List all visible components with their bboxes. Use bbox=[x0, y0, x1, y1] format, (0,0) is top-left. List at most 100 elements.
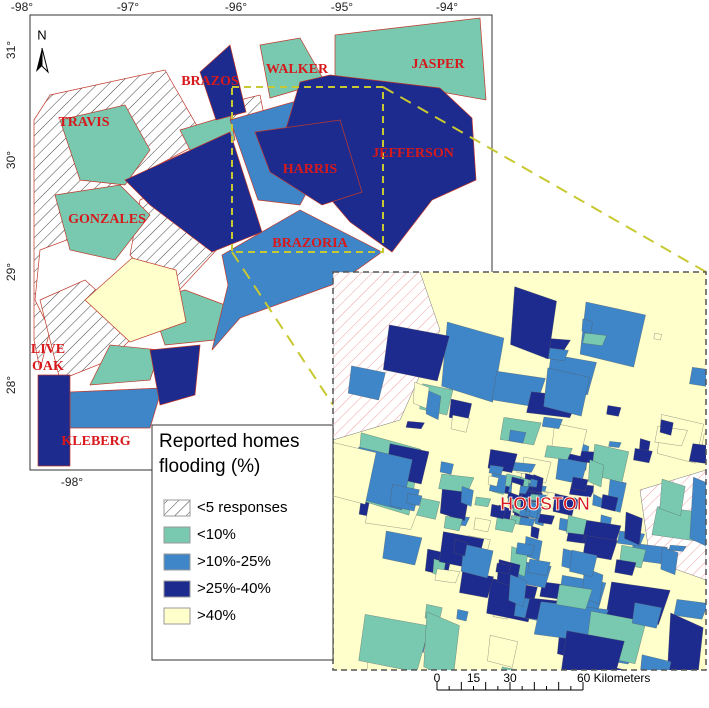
legend-label: <10% bbox=[197, 526, 236, 543]
legend-swatch bbox=[163, 607, 191, 625]
tract bbox=[456, 609, 469, 622]
tract bbox=[519, 517, 536, 527]
legend-title: Reported homes bbox=[159, 431, 299, 452]
tract bbox=[608, 441, 622, 448]
tract bbox=[537, 513, 555, 525]
tract bbox=[579, 301, 646, 368]
legend-swatch bbox=[163, 526, 191, 544]
tract bbox=[333, 442, 377, 505]
tract bbox=[588, 459, 604, 488]
tract bbox=[487, 635, 518, 668]
tract bbox=[566, 532, 586, 544]
county-label: OAK bbox=[32, 359, 64, 374]
scale-label: 60 Kilometers bbox=[577, 671, 650, 685]
latitude-label: 30° bbox=[4, 151, 18, 169]
county bbox=[254, 119, 363, 206]
tract bbox=[624, 511, 643, 546]
tract bbox=[508, 574, 527, 608]
tract bbox=[405, 421, 425, 430]
latitude-label: 29° bbox=[4, 263, 18, 281]
tract bbox=[383, 324, 450, 382]
tract bbox=[501, 666, 516, 670]
tract bbox=[688, 443, 706, 464]
longitude-label: -94° bbox=[436, 0, 458, 14]
tract bbox=[667, 612, 704, 670]
longitude-label: -98° bbox=[61, 475, 83, 489]
tract bbox=[582, 332, 607, 346]
zoom-line bbox=[231, 251, 334, 406]
county bbox=[69, 387, 163, 429]
tract bbox=[561, 630, 625, 670]
tract bbox=[529, 502, 539, 520]
tract bbox=[659, 419, 674, 436]
scale-bar: 0 15 30 60 Kilometers bbox=[434, 671, 650, 691]
tract bbox=[495, 517, 517, 533]
legend-swatch bbox=[163, 499, 191, 517]
county bbox=[199, 44, 247, 121]
tract bbox=[487, 475, 499, 487]
tract bbox=[614, 559, 637, 576]
county-label: BRAZORIA bbox=[272, 236, 348, 251]
tract bbox=[441, 321, 505, 403]
county-label: GONZALES bbox=[68, 212, 146, 227]
county bbox=[124, 131, 263, 253]
legend-swatch bbox=[163, 580, 191, 598]
tract bbox=[527, 558, 551, 576]
tract bbox=[530, 525, 540, 540]
tract bbox=[474, 496, 492, 508]
legend-label: >40% bbox=[197, 607, 236, 624]
tract bbox=[544, 445, 573, 460]
tract bbox=[434, 568, 461, 584]
tract bbox=[600, 494, 619, 512]
tract bbox=[511, 482, 521, 496]
tract bbox=[382, 530, 423, 566]
tract bbox=[569, 549, 598, 577]
tract bbox=[495, 562, 512, 575]
tract bbox=[668, 544, 687, 552]
tract bbox=[453, 539, 468, 557]
tract bbox=[640, 654, 672, 670]
tract bbox=[653, 332, 662, 341]
county bbox=[54, 184, 151, 261]
legend: Reported homes flooding (%) <5 responses <1… bbox=[159, 431, 299, 625]
tract bbox=[543, 367, 590, 417]
county bbox=[281, 74, 477, 253]
county bbox=[84, 257, 187, 343]
tract bbox=[423, 611, 460, 670]
tract bbox=[606, 405, 622, 417]
legend-swatch bbox=[163, 553, 191, 571]
county bbox=[334, 17, 487, 101]
tract bbox=[541, 416, 563, 429]
county bbox=[149, 344, 201, 406]
tract bbox=[673, 599, 706, 620]
scale-label: 15 bbox=[467, 671, 481, 685]
county bbox=[37, 374, 71, 467]
tract bbox=[530, 478, 538, 488]
scale-label: 30 bbox=[503, 671, 517, 685]
latitude-label: 31° bbox=[4, 41, 18, 59]
tract bbox=[406, 493, 423, 506]
county-label: JEFFERSON bbox=[372, 146, 454, 161]
tract bbox=[347, 365, 386, 401]
county bbox=[59, 104, 151, 186]
tract bbox=[439, 461, 454, 475]
latitude-label: 28° bbox=[4, 376, 18, 394]
tract bbox=[633, 448, 653, 464]
tract bbox=[510, 286, 557, 360]
tract bbox=[460, 486, 474, 507]
tract bbox=[631, 602, 662, 629]
longitude-label: -95° bbox=[331, 0, 353, 14]
tract bbox=[413, 381, 430, 409]
north-arrow: N bbox=[36, 27, 49, 74]
tract bbox=[460, 543, 494, 579]
inset-label: HOUSTON bbox=[500, 494, 590, 514]
tract bbox=[582, 535, 618, 561]
longitude-label: -98° bbox=[11, 0, 33, 14]
scale-label: 0 bbox=[434, 671, 441, 685]
legend-label: >25%-40% bbox=[197, 580, 271, 597]
tract bbox=[508, 429, 527, 444]
zoom-box bbox=[231, 86, 384, 253]
tract bbox=[689, 367, 706, 387]
tract bbox=[571, 476, 589, 492]
